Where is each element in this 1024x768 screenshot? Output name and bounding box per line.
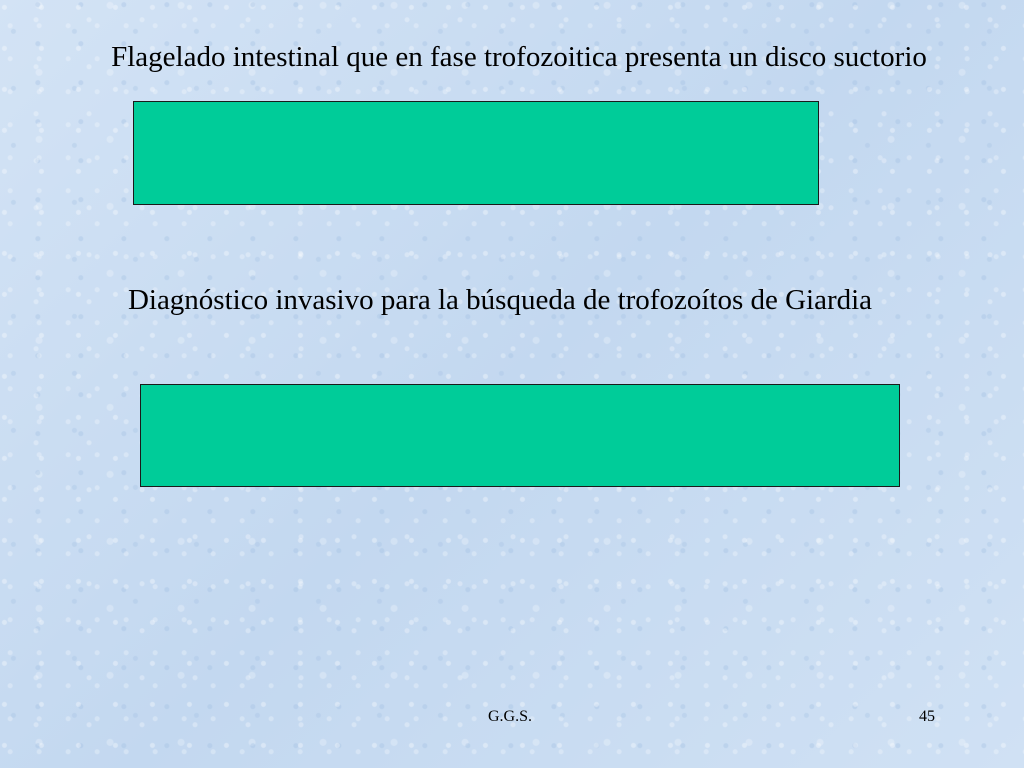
footer-author: G.G.S. [488, 708, 533, 725]
answer-box-2[interactable] [140, 384, 900, 487]
question-2-text: Diagnóstico invasivo para la búsqueda de… [127, 284, 873, 316]
footer-page-number: 45 [919, 708, 935, 725]
question-1-text: Flagelado intestinal que en fase trofozo… [111, 41, 927, 73]
answer-box-1[interactable] [133, 101, 819, 205]
